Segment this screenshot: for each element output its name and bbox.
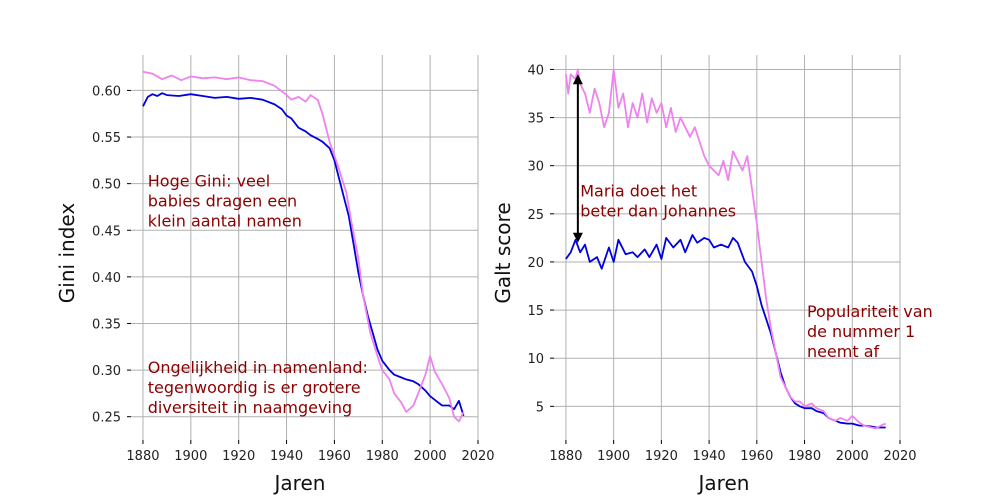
y-tick-label: 0.35	[92, 317, 121, 332]
x-tick-label: 1920	[222, 449, 255, 464]
annotation-text: Hoge Gini: veel babies dragen een klein aa…	[148, 171, 302, 230]
x-tick-label: 2020	[461, 449, 494, 464]
x-tick-label: 1920	[645, 449, 678, 464]
x-tick-label: 1960	[740, 449, 773, 464]
y-tick-label: 5	[536, 400, 544, 415]
annotation-text: Populariteit van de nummer 1 neemt af	[807, 302, 933, 361]
x-tick-label: 1940	[693, 449, 726, 464]
x-tick-label: 1960	[318, 449, 351, 464]
x-tick-label: 1980	[366, 449, 399, 464]
x-tick-label: 2000	[414, 449, 447, 464]
series-lines	[565, 68, 887, 430]
grid-lines	[127, 55, 479, 444]
x-tick-label: 2020	[883, 449, 916, 464]
x-tick-label: 1980	[788, 449, 821, 464]
annotations: Maria doet het beter dan Johannes Populari…	[572, 74, 933, 361]
y-tick-label: 15	[527, 304, 544, 319]
tick-labels: 1880 1900 1920 1940 1960 1980 2000 2020 5 10 15 20 2…	[527, 63, 916, 464]
y-axis-label: Galt score	[491, 202, 515, 303]
chart-right: 1880 1900 1920 1940 1960 1980 2000 2020 5 10 15 20 2…	[491, 55, 933, 495]
y-tick-label: 30	[527, 160, 544, 175]
x-tick-label: 1880	[126, 449, 159, 464]
series-line-2	[142, 70, 465, 423]
annotations: Hoge Gini: veel babies dragen een klein aa…	[148, 171, 368, 416]
x-tick-label: 2000	[836, 449, 869, 464]
y-tick-label: 0.60	[92, 84, 121, 99]
x-tick-label: 1940	[270, 449, 303, 464]
y-tick-label: 25	[527, 208, 544, 223]
series-lines	[142, 70, 465, 423]
y-tick-label: 0.55	[92, 131, 121, 146]
y-tick-label: 0.30	[92, 364, 121, 379]
tick-labels: 1880 1900 1920 1940 1960 1980 2000 2020 0.25 0.30…	[92, 84, 495, 464]
annotation-text: Ongelijkheid in namenland: tegenwoordig i…	[148, 358, 368, 417]
y-tick-label: 40	[527, 63, 544, 78]
x-tick-label: 1880	[549, 449, 582, 464]
annotation-text: Maria doet het beter dan Johannes	[580, 181, 736, 220]
x-tick-label: 1900	[597, 449, 630, 464]
y-tick-label: 0.50	[92, 178, 121, 193]
x-axis-label: Jaren	[697, 471, 750, 495]
double-arrow	[572, 74, 583, 243]
x-tick-label: 1900	[174, 449, 207, 464]
series-line-2	[565, 68, 887, 430]
y-tick-label: 35	[527, 112, 544, 127]
x-axis-label: Jaren	[273, 471, 326, 495]
y-tick-label: 20	[527, 256, 544, 271]
chart-left: 1880 1900 1920 1940 1960 1980 2000 2020 0.25 0.30…	[55, 55, 495, 495]
y-tick-label: 0.45	[92, 224, 121, 239]
grid-lines	[550, 55, 901, 444]
y-tick-label: 0.25	[92, 411, 121, 426]
y-tick-label: 10	[527, 352, 544, 367]
y-axis-label: Gini index	[55, 203, 79, 304]
series-line-1	[142, 92, 465, 417]
y-tick-label: 0.40	[92, 271, 121, 286]
